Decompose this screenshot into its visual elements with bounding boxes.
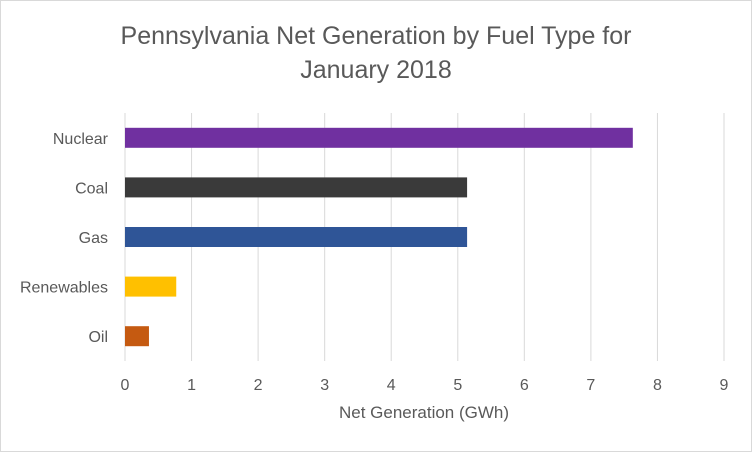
x-tick-label: 4 bbox=[387, 377, 396, 394]
chart-title: Pennsylvania Net Generation by Fuel Type… bbox=[120, 22, 632, 84]
x-tick-label: 8 bbox=[653, 377, 662, 394]
category-label-coal: Coal bbox=[75, 180, 108, 197]
bars bbox=[125, 127, 633, 347]
bar-nuclear bbox=[125, 127, 633, 148]
x-tick-label: 9 bbox=[720, 377, 729, 394]
x-tick-label: 0 bbox=[121, 377, 130, 394]
bar-oil bbox=[125, 326, 149, 347]
x-tick-label: 1 bbox=[187, 377, 196, 394]
x-tick-label: 6 bbox=[520, 377, 529, 394]
category-label-gas: Gas bbox=[79, 230, 108, 247]
x-tick-labels: 0 1 2 3 4 5 6 7 8 9 bbox=[121, 377, 729, 394]
x-tick-label: 3 bbox=[320, 377, 329, 394]
x-tick-label: 7 bbox=[586, 377, 595, 394]
bar-gas bbox=[125, 227, 468, 247]
category-label-nuclear: Nuclear bbox=[53, 131, 109, 148]
category-labels: Nuclear Coal Gas Renewables Oil bbox=[20, 131, 109, 346]
bar-coal bbox=[125, 177, 468, 198]
x-axis-title: Net Generation (GWh) bbox=[339, 403, 509, 422]
bar-renewables bbox=[125, 276, 177, 297]
x-tick-label: 5 bbox=[453, 377, 462, 394]
category-label-renewables: Renewables bbox=[20, 280, 108, 297]
x-tick-label: 2 bbox=[254, 377, 263, 394]
category-label-oil: Oil bbox=[88, 329, 108, 346]
